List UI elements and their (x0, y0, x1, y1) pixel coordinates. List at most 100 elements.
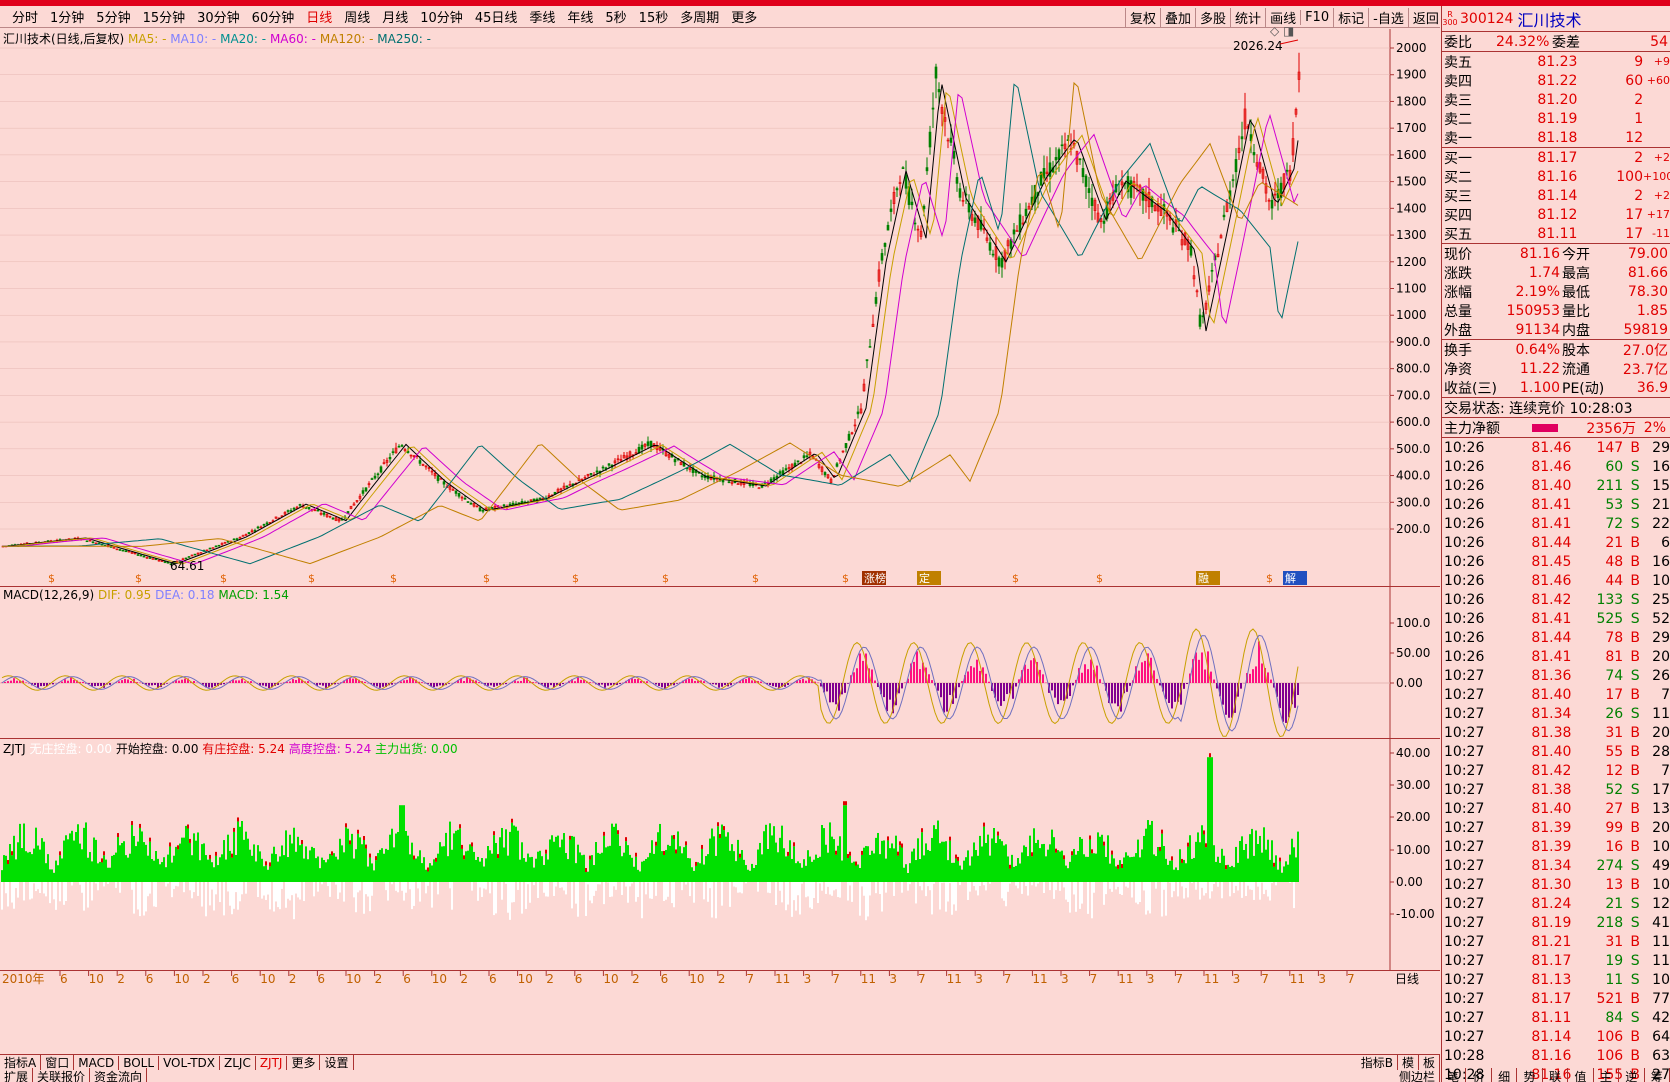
status-tab-0[interactable]: 扩展 (0, 1067, 34, 1082)
tick-time: 10:27 (1444, 933, 1485, 950)
indicator-tab-6[interactable]: ZJTJ (256, 1055, 288, 1070)
period-13[interactable]: 5秒 (605, 11, 627, 26)
tick-side: B (1630, 724, 1640, 741)
quote-tab-7[interactable]: 逆 (1619, 1067, 1645, 1082)
period-3[interactable]: 15分钟 (142, 11, 186, 26)
tick-side: S (1630, 781, 1640, 798)
period-12[interactable]: 年线 (567, 11, 594, 26)
period-11[interactable]: 季线 (529, 11, 556, 26)
tick-row: 10:27 81.17 19 S 11 (1442, 951, 1670, 970)
period-4[interactable]: 30分钟 (197, 11, 240, 26)
tick-price: 81.13 (1531, 971, 1572, 988)
quote-tab-1[interactable]: 价 (1466, 1067, 1492, 1082)
indicator-tab-2[interactable]: MACD (74, 1055, 120, 1070)
quote-tab-2[interactable]: 细 (1492, 1067, 1518, 1082)
xaxis-label: 6 (60, 972, 68, 986)
stat-value2: 81.66 (1627, 264, 1668, 281)
ask-change: +60 (1646, 74, 1670, 87)
tick-time: 10:27 (1444, 990, 1485, 1007)
bid-price: 81.16 (1537, 168, 1578, 185)
indicator-tab-5[interactable]: ZLJC (220, 1055, 256, 1070)
stat2-label: 换手 (1444, 342, 1472, 359)
zjtj-pane[interactable]: ZJTJ 无庄控盘: 0.00 开始控盘: 0.00 有庄控盘: 5.24 高度… (0, 739, 1440, 971)
period-1[interactable]: 1分钟 (50, 11, 85, 26)
period-0[interactable]: 分时 (12, 11, 39, 26)
sidebar-toggle[interactable]: 侧边栏 (1395, 1067, 1440, 1082)
indicator-b-tab-2[interactable]: 板 (1419, 1054, 1440, 1071)
quote-header: R 300 300124 汇川技术 (1442, 6, 1670, 32)
tick-side: S (1630, 458, 1640, 475)
tool-8[interactable]: 返回 (1407, 7, 1443, 27)
tick-time: 10:26 (1444, 534, 1485, 551)
quote-tab-0[interactable]: 笔 (1441, 1067, 1467, 1082)
tick-vol: 155 (1596, 1066, 1624, 1082)
tick-count: 27 (1652, 1066, 1670, 1082)
bid-label: 买四 (1444, 207, 1472, 224)
tick-price: 81.11 (1531, 1009, 1572, 1026)
bid-label: 买五 (1444, 226, 1472, 243)
tick-price: 81.40 (1531, 686, 1572, 703)
xaxis-label: 7 (1004, 972, 1012, 986)
period-6[interactable]: 日线 (306, 11, 333, 26)
period-2[interactable]: 5分钟 (96, 11, 131, 26)
period-5[interactable]: 60分钟 (251, 11, 295, 26)
quote-tab-5[interactable]: 值 (1568, 1067, 1594, 1082)
tick-row: 10:26 81.45 48 B 16 (1442, 552, 1670, 571)
tool-4[interactable]: 画线 (1265, 7, 1300, 27)
macd-pane[interactable]: MACD(12,26,9) DIF: 0.95 DEA: 0.18 MACD: … (0, 587, 1440, 739)
tool-1[interactable]: 叠加 (1160, 7, 1195, 27)
status-tab-2[interactable]: 资金流向 (90, 1067, 148, 1082)
ask-price: 81.20 (1537, 91, 1578, 108)
tick-row: 10:27 81.21 31 B 11 (1442, 932, 1670, 951)
period-10[interactable]: 45日线 (474, 11, 518, 26)
zjtj-c: 有庄控盘: 5.24 (202, 742, 285, 756)
period-8[interactable]: 月线 (382, 11, 409, 26)
tick-vol: 525 (1596, 610, 1624, 627)
period-14[interactable]: 15秒 (638, 11, 669, 26)
period-7[interactable]: 周线 (344, 11, 371, 26)
indicator-tab-8[interactable]: 设置 (320, 1054, 354, 1071)
indicator-tab-7[interactable]: 更多 (287, 1054, 321, 1071)
kline-pane[interactable]: 汇川技术(日线,后复权) MA5: - MA10: - MA20: - MA60… (0, 29, 1440, 587)
tick-count: 26 (1652, 667, 1670, 684)
period-16[interactable]: 更多 (731, 11, 758, 26)
quote-tab-3[interactable]: 势 (1517, 1067, 1543, 1082)
status-bar: 扩展 关联报价 资金流向 侧边栏 (0, 1067, 1440, 1082)
indicator-b-tab-0[interactable]: 指标B (1357, 1054, 1398, 1071)
weibi-value: 24.32% (1496, 33, 1550, 50)
tick-side: B (1630, 838, 1640, 855)
xaxis-label: 2 (289, 972, 297, 986)
indicator-tab-3[interactable]: BOLL (119, 1055, 160, 1070)
indicator-tab-0[interactable]: 指标A (0, 1054, 42, 1071)
tick-time: 10:27 (1444, 857, 1485, 874)
tick-side: B (1630, 800, 1640, 817)
stat2-label: 收益(三) (1444, 380, 1497, 397)
indicator-tab-4[interactable]: VOL-TDX (159, 1055, 220, 1070)
tick-side: B (1630, 990, 1640, 1007)
period-15[interactable]: 多周期 (680, 11, 720, 26)
tick-count: 10 (1652, 572, 1670, 589)
tool-3[interactable]: 统计 (1230, 7, 1265, 27)
tool-6[interactable]: 标记 (1333, 7, 1368, 27)
tick-vol: 133 (1596, 591, 1624, 608)
period-9[interactable]: 10分钟 (420, 11, 463, 26)
stat-label: 现价 (1444, 246, 1472, 263)
tool-5[interactable]: F10 (1300, 9, 1333, 25)
tick-row: 10:26 81.41 72 S 22 (1442, 514, 1670, 533)
indicator-tab-1[interactable]: 窗口 (41, 1054, 75, 1071)
xaxis-label: 10 (689, 972, 704, 986)
quote-tab-6[interactable]: 主 (1594, 1067, 1620, 1082)
tool-7[interactable]: -自选 (1368, 7, 1408, 27)
quote-tab-4[interactable]: 联 (1543, 1067, 1569, 1082)
tool-2[interactable]: 多股 (1195, 7, 1230, 27)
tick-price: 81.44 (1531, 629, 1572, 646)
tick-row: 10:28 81.16 155 B 27 (1442, 1065, 1670, 1082)
status-tab-1[interactable]: 关联报价 (33, 1067, 91, 1082)
quote-tab-8[interactable]: 筹 (1645, 1067, 1670, 1082)
tick-list[interactable]: 10:26 81.46 147 B 29 10:26 81.46 60 S 16 10:26 81.4… (1442, 438, 1670, 1082)
tick-side: S (1630, 496, 1640, 513)
indicator-b-tab-1[interactable]: 模 (1398, 1054, 1419, 1071)
tool-0[interactable]: 复权 (1125, 7, 1160, 27)
tick-row: 10:27 81.17 521 B 77 (1442, 989, 1670, 1008)
ask-label: 卖四 (1444, 73, 1472, 90)
